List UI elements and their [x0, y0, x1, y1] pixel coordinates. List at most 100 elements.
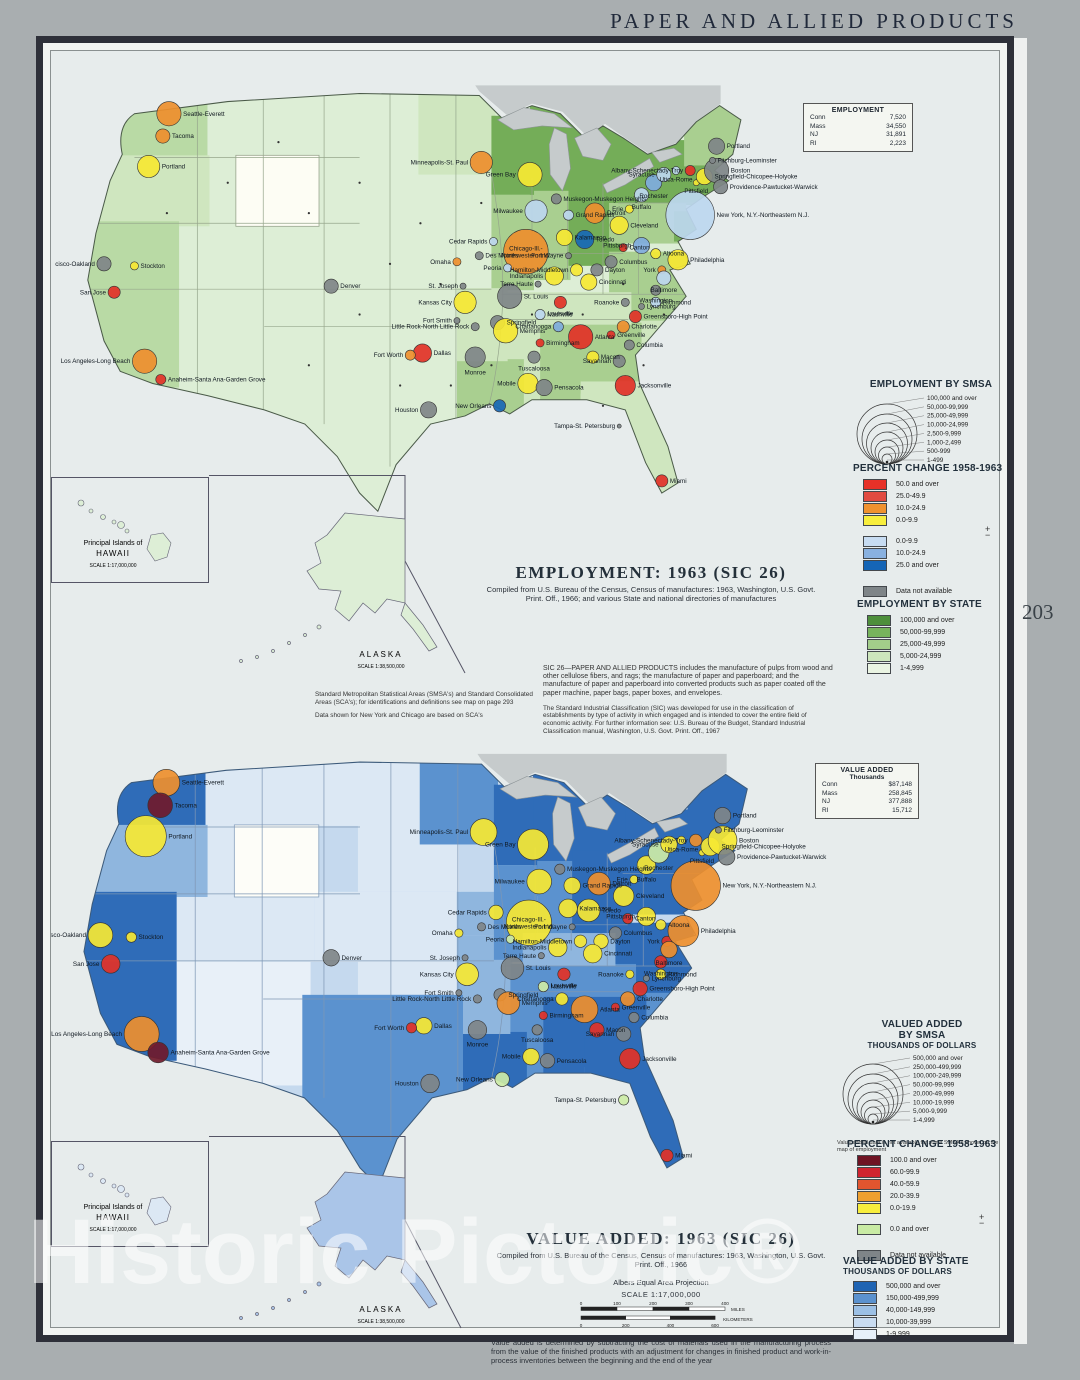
- legend-label: 1-4,999: [900, 664, 924, 672]
- map-projection: Albers Equal Area Projection: [613, 1278, 709, 1288]
- city-circle: [611, 1002, 620, 1012]
- value-added-definition: Value added is determined by subtracting…: [491, 1338, 831, 1365]
- city-circle: [503, 263, 513, 273]
- city-label: Omaha: [430, 259, 451, 266]
- city-label: Tuscaloosa: [518, 365, 550, 372]
- city-circle: [660, 940, 678, 959]
- legend-title: THOUSANDS OF DOLLARS: [867, 1041, 977, 1050]
- legend-label: 0.0 and over: [890, 1225, 929, 1233]
- city-label: Pensacola: [557, 1058, 587, 1065]
- smsa-labels-value: Seattle-Everett Tacoma Portland San Francis…: [51, 780, 827, 1160]
- city-label: York: [647, 938, 660, 945]
- legend-size-label: 1,000-2,499: [927, 439, 962, 446]
- svg-text:200: 200: [622, 1323, 630, 1328]
- city-circle: [469, 150, 493, 174]
- legend-swatch: [853, 1316, 877, 1328]
- legend-size-label: 10,000-19,999: [913, 1099, 955, 1106]
- city-label: Memphis: [520, 328, 545, 335]
- employment-smsa-legend: EMPLOYMENT BY SMSA 100,000 and over 50,00…: [851, 379, 1011, 477]
- city-label: Indianapolis: [512, 945, 546, 952]
- value-map-title-block: VALUE ADDED: 1963 (SIC 26) Compiled from…: [491, 1229, 831, 1366]
- city-label: Fitchburg-Leominster: [718, 157, 777, 164]
- city-circle: [618, 243, 628, 252]
- city-circle: [453, 290, 477, 314]
- city-label: Grand Rapids: [576, 212, 615, 219]
- city-label: Minneapolis-St. Paul: [411, 159, 468, 166]
- city-circle: [628, 1012, 640, 1023]
- legend-label: 25,000-49,999: [900, 640, 946, 648]
- city-label: Louisville: [547, 311, 573, 318]
- graduated-circle-scale: 500,000 and over 250,000-499,999 100,000-2…: [842, 1055, 964, 1125]
- city-circle: [636, 906, 656, 927]
- city-label: Albany-Schenectady-Troy: [611, 168, 684, 175]
- svg-text:MILES: MILES: [731, 1307, 745, 1312]
- city-circle: [406, 1022, 417, 1034]
- legend-swatch: [857, 1202, 881, 1214]
- city-circle: [633, 237, 650, 254]
- city-circle: [558, 898, 578, 918]
- city-label: Indianapolis: [510, 273, 543, 280]
- city-circle: [517, 162, 543, 188]
- stats-row: Mass 34,550: [810, 122, 906, 130]
- legend-swatch: [857, 1178, 881, 1190]
- city-label: Springfield: [507, 320, 537, 327]
- legend-swatch: [863, 514, 887, 526]
- city-label: Monroe: [467, 1041, 489, 1048]
- city-label: York: [643, 267, 656, 274]
- city-label: Fort Worth: [374, 352, 404, 359]
- city-circle: [667, 915, 700, 947]
- city-circle: [130, 261, 139, 271]
- city-circle: [459, 282, 467, 290]
- legend-label: 10.0-24.9: [896, 549, 926, 557]
- city-circle: [552, 321, 564, 333]
- city-circle: [557, 967, 571, 981]
- city-circle: [155, 128, 171, 144]
- city-label: Savannah: [583, 358, 612, 365]
- city-circle: [583, 944, 603, 964]
- city-circle: [535, 338, 545, 348]
- employment-map-title-block: EMPLOYMENT: 1963 (SIC 26) Compiled from …: [481, 563, 821, 603]
- city-label: Charlotte: [631, 324, 657, 331]
- city-circle: [650, 248, 662, 260]
- sic-description: SIC 26—PAPER AND ALLIED PRODUCTS include…: [543, 665, 833, 697]
- atlas-page: Seattle-Everett Tacoma Portland San Francis…: [50, 50, 1002, 1365]
- city-circle: [713, 179, 729, 195]
- city-label: Springfield-Chicopee-Holyoke: [722, 844, 807, 851]
- city-circle: [467, 1020, 487, 1040]
- city-circle: [568, 324, 594, 350]
- city-label: Kalamazoo: [579, 905, 611, 912]
- city-label: Milwaukee: [495, 879, 526, 886]
- city-circle: [556, 229, 573, 246]
- city-label: Birmingham: [546, 340, 579, 347]
- city-label: New York, N.Y.-Northeastern N.J.: [723, 883, 817, 890]
- city-circle: [584, 202, 606, 224]
- map-source: Compiled from U.S. Bureau of the Census,…: [496, 1251, 826, 1269]
- city-circle: [147, 792, 173, 818]
- smsa-labels-employment: Seattle-Everett Tacoma Portland San Francis…: [55, 111, 818, 485]
- city-label: Kalamazoo: [575, 234, 607, 241]
- city-label: Roanoke: [598, 971, 624, 978]
- city-label: Minneapolis-St. Paul: [410, 829, 468, 836]
- city-label: Pittsburgh: [603, 243, 632, 250]
- city-circle: [593, 933, 609, 949]
- city-label: Tacoma: [172, 133, 194, 140]
- city-label: Portland: [162, 163, 186, 170]
- city-circle: [616, 423, 622, 429]
- city-circle: [667, 249, 689, 271]
- city-label: Birmingham: [550, 1013, 584, 1020]
- city-circle: [534, 280, 542, 288]
- city-circle: [413, 343, 432, 363]
- city-label: Muskegon-Muskegon Heights: [563, 196, 646, 203]
- city-circle: [577, 898, 601, 923]
- city-circle: [505, 934, 515, 944]
- legend-size-label: 25,000-49,999: [927, 413, 969, 420]
- stats-row: Conn 7,520: [810, 114, 906, 121]
- city-label: Rochester: [639, 193, 668, 200]
- city-label: Chicago-Ill.-Northwestern Ind.: [501, 246, 551, 260]
- city-circle: [623, 339, 635, 351]
- legend-size-label: 5,000-9,999: [913, 1108, 948, 1115]
- city-label: Green Bay: [486, 172, 517, 179]
- city-label: Altoona: [663, 251, 685, 258]
- city-circle: [101, 954, 121, 974]
- city-circle: [638, 303, 645, 310]
